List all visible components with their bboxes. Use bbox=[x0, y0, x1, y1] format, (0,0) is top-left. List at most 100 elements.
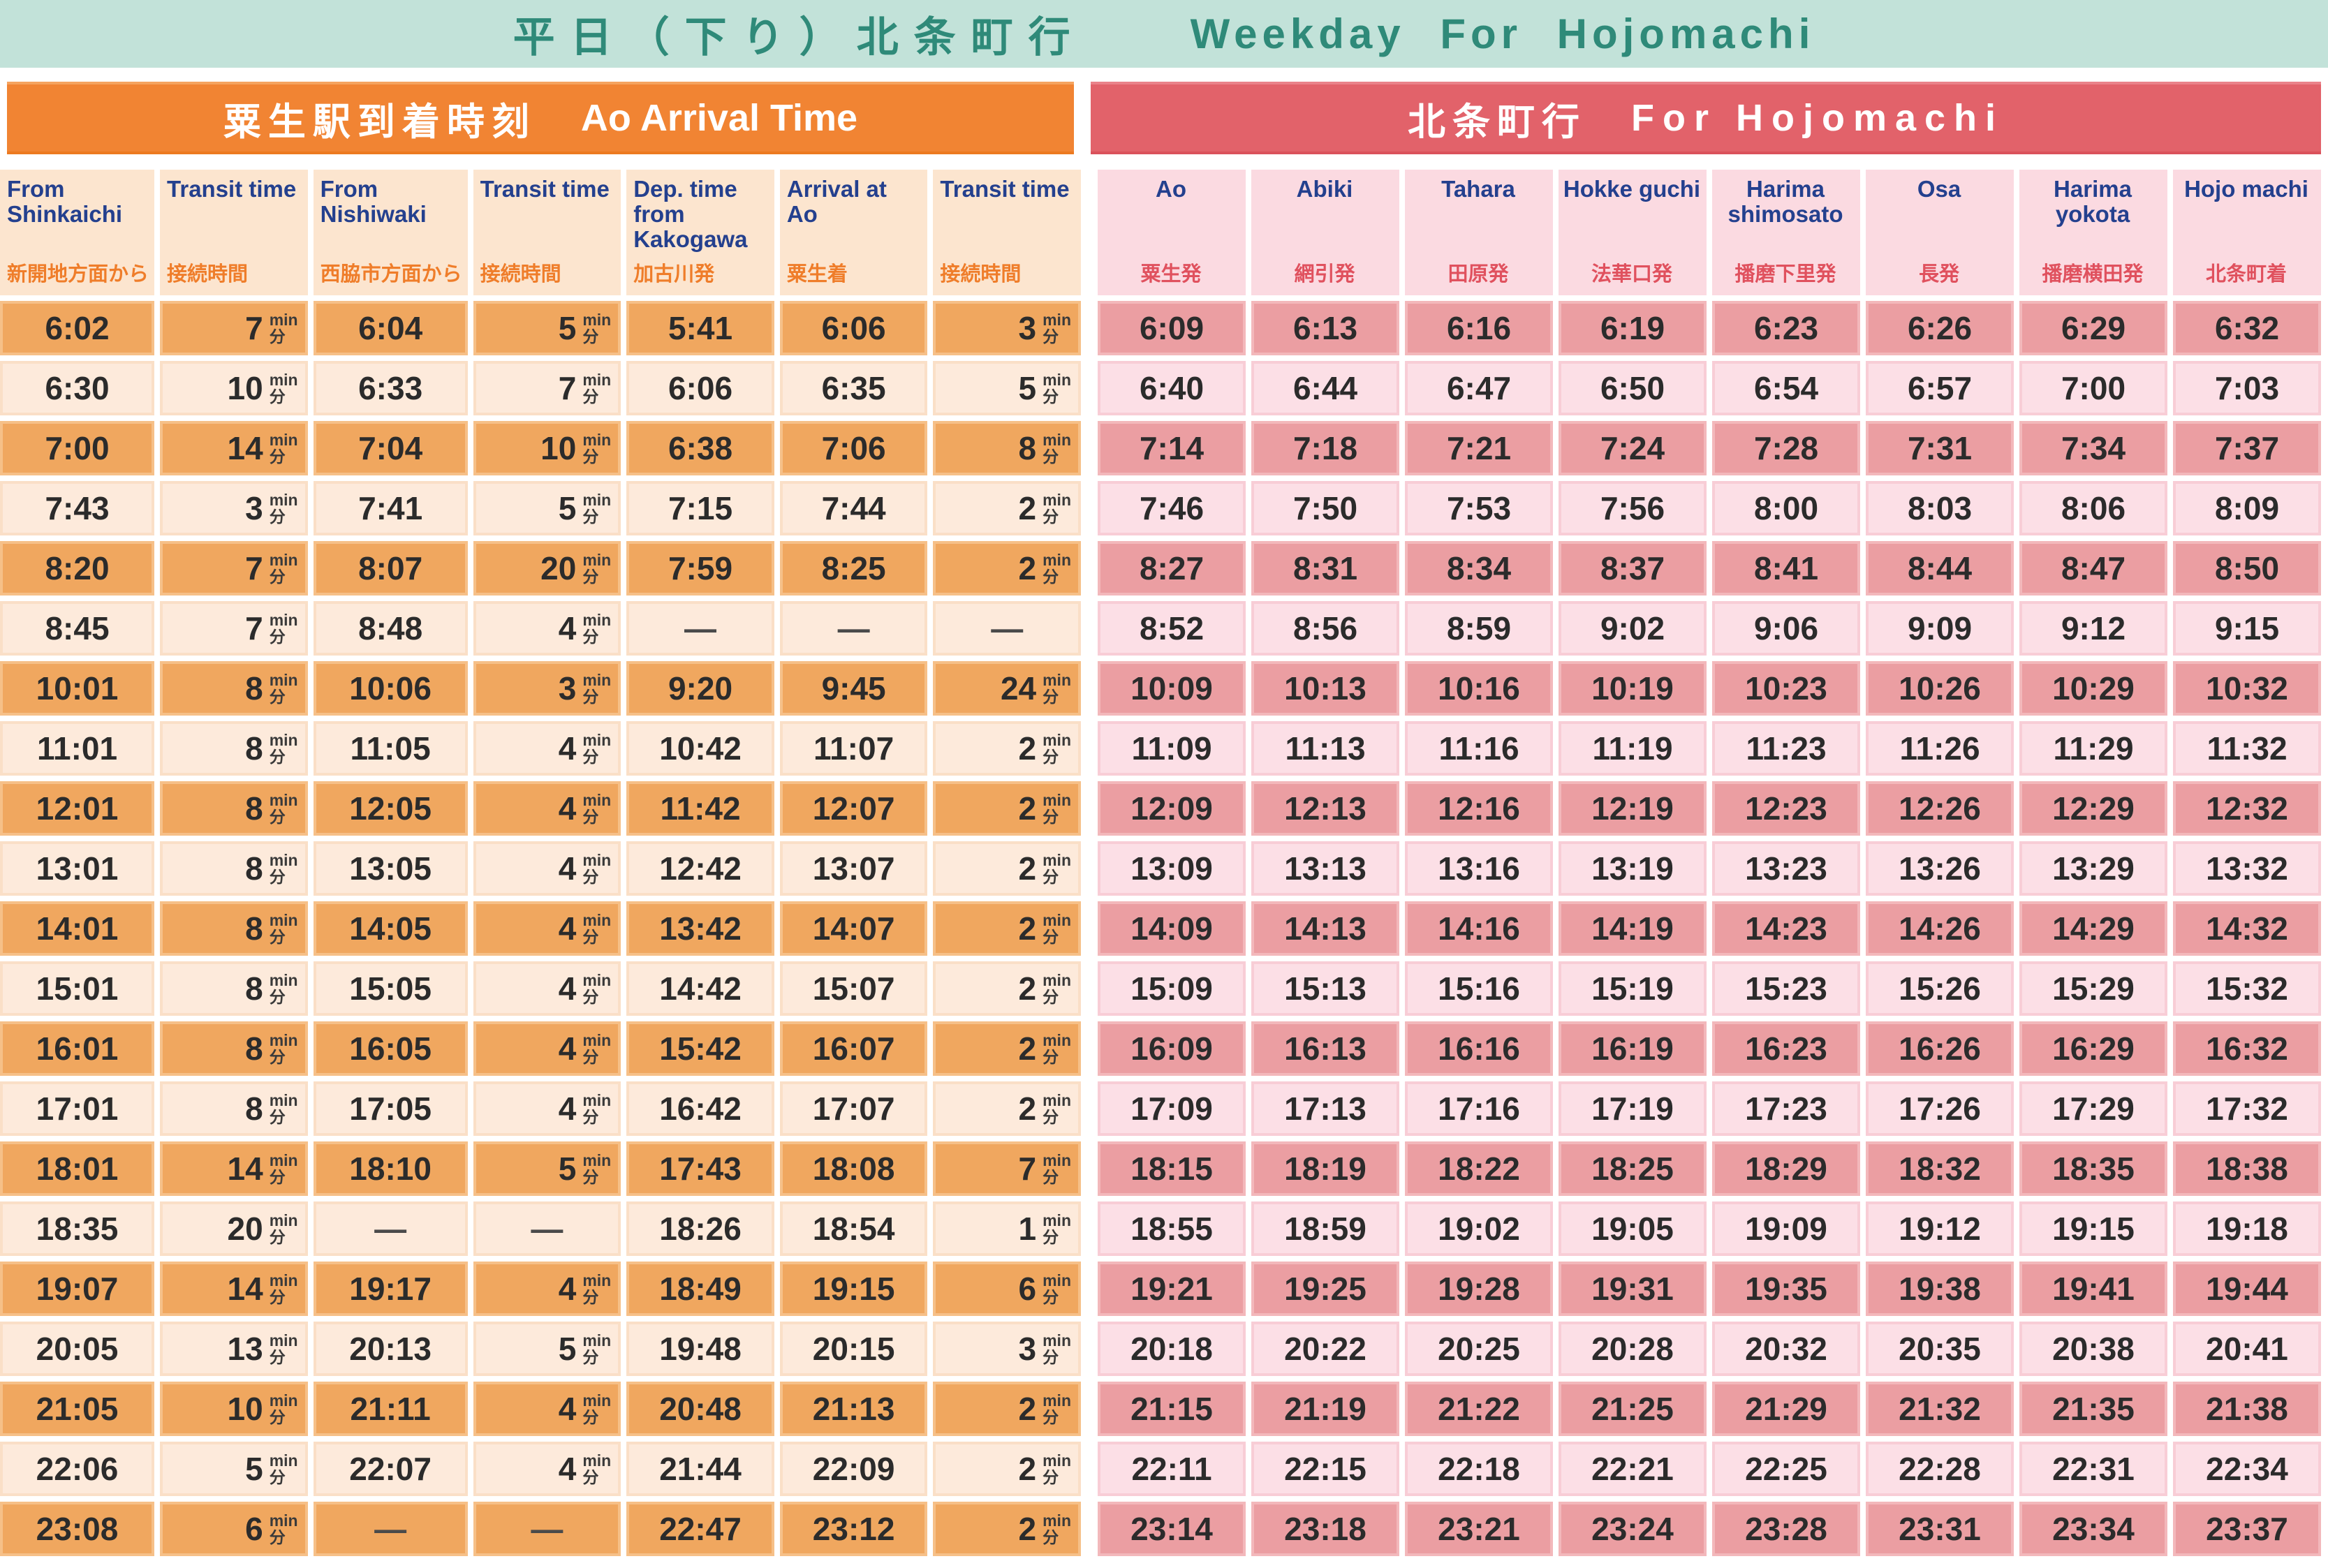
column-header-english: From Nishiwaki bbox=[320, 176, 427, 227]
time-cell: 8:56 bbox=[1251, 601, 1399, 656]
time-cell: 6:33 bbox=[313, 361, 468, 415]
transit-minutes-value: 5 bbox=[1018, 370, 1037, 406]
time-cell: 19:09 bbox=[1712, 1201, 1860, 1256]
time-cell: 12:26 bbox=[1866, 781, 2014, 836]
minutes-unit-label: min 分 bbox=[1043, 851, 1071, 886]
time-cell: 7:53 bbox=[1405, 481, 1553, 535]
minutes-unit-label: min 分 bbox=[269, 1211, 298, 1246]
time-cell: 18:22 bbox=[1405, 1141, 1553, 1196]
time-cell: 21:32 bbox=[1866, 1382, 2014, 1436]
time-cell: 17:29 bbox=[2019, 1081, 2167, 1136]
time-cell: 6:29 bbox=[2019, 301, 2167, 355]
minutes-unit-label: min 分 bbox=[1043, 671, 1071, 706]
time-cell: 10:32 bbox=[2173, 661, 2321, 716]
minutes-unit-label: min 分 bbox=[269, 1391, 298, 1426]
time-cell: 17:32 bbox=[2173, 1081, 2321, 1136]
transit-time-cell: 4 min 分 bbox=[473, 601, 621, 656]
transit-time-cell: 7 min 分 bbox=[160, 301, 308, 355]
time-cell: 23:31 bbox=[1866, 1502, 2014, 1556]
transit-time-cell: 5 min 分 bbox=[473, 301, 621, 355]
time-cell: 19:21 bbox=[1098, 1262, 1246, 1316]
time-cell: 18:19 bbox=[1251, 1141, 1399, 1196]
time-cell: 11:09 bbox=[1098, 721, 1246, 776]
time-cell: 22:18 bbox=[1405, 1442, 1553, 1496]
transit-minutes-value: 1 bbox=[1018, 1211, 1037, 1247]
time-cell: 7:46 bbox=[1098, 481, 1246, 535]
time-cell: 7:15 bbox=[626, 481, 774, 535]
time-cell: 19:02 bbox=[1405, 1201, 1553, 1256]
time-cell: 23:37 bbox=[2173, 1502, 2321, 1556]
minutes-unit-label: min 分 bbox=[582, 1451, 612, 1486]
time-cell: 7:34 bbox=[2019, 421, 2167, 475]
transit-minutes-value: 7 bbox=[1018, 1151, 1037, 1187]
transit-minutes-value: 13 bbox=[227, 1331, 263, 1367]
time-cell: 8:41 bbox=[1712, 541, 1860, 596]
minutes-unit-label: min 分 bbox=[1043, 1031, 1071, 1066]
minutes-unit-label: min 分 bbox=[269, 1511, 298, 1546]
time-cell: 13:32 bbox=[2173, 841, 2321, 896]
transit-time-cell: 7 min 分 bbox=[160, 601, 308, 656]
time-cell: 16:16 bbox=[1405, 1021, 1553, 1076]
column-header-japanese: 接続時間 bbox=[167, 263, 249, 286]
time-cell: 19:12 bbox=[1866, 1201, 2014, 1256]
time-cell: 11:19 bbox=[1559, 721, 1707, 776]
minutes-unit-label: min 分 bbox=[582, 1271, 612, 1306]
transit-time-cell: 1 min 分 bbox=[933, 1201, 1081, 1256]
transit-time-cell: 2 min 分 bbox=[933, 1442, 1081, 1496]
time-cell: 19:31 bbox=[1559, 1262, 1707, 1316]
transit-time-cell: 4 min 分 bbox=[473, 901, 621, 956]
time-cell: 19:48 bbox=[626, 1322, 774, 1376]
transit-minutes-value: 5 bbox=[558, 1151, 577, 1187]
column-header-english: Transit time bbox=[940, 176, 1070, 202]
time-cell: 13:07 bbox=[779, 841, 928, 896]
minutes-unit-label: min 分 bbox=[1043, 1091, 1071, 1126]
transit-time-cell: 2 min 分 bbox=[933, 1502, 1081, 1556]
column-header-japanese: 新開地方面から bbox=[7, 263, 149, 286]
time-cell: 22:31 bbox=[2019, 1442, 2167, 1496]
time-cell: 15:26 bbox=[1866, 961, 2014, 1016]
time-cell: 10:29 bbox=[2019, 661, 2167, 716]
time-cell: 11:29 bbox=[2019, 721, 2167, 776]
minutes-unit-label: min 分 bbox=[582, 611, 612, 646]
time-cell: 10:09 bbox=[1098, 661, 1246, 716]
time-cell: 8:06 bbox=[2019, 481, 2167, 535]
time-cell: 8:31 bbox=[1251, 541, 1399, 596]
time-cell: 12:29 bbox=[2019, 781, 2167, 836]
transit-time-cell: 3 min 分 bbox=[933, 301, 1081, 355]
transit-minutes-value: 3 bbox=[558, 670, 577, 707]
hojomachi-departure-table: Ao 粟生発 Abiki 網引発 Tahara 田原発 Hokke guchi 法華口発 Har… bbox=[1098, 170, 2321, 1556]
time-cell: 16:05 bbox=[313, 1021, 468, 1076]
transit-time-cell: 8 min 分 bbox=[160, 781, 308, 836]
time-cell: 8:07 bbox=[313, 541, 468, 596]
column-header-japanese: 加古川発 bbox=[633, 263, 715, 286]
transit-time-cell: 3 min 分 bbox=[473, 661, 621, 716]
time-cell: 6:44 bbox=[1251, 361, 1399, 415]
time-cell: 14:42 bbox=[626, 961, 774, 1016]
column-header-ao: Ao 粟生発 bbox=[1098, 170, 1246, 295]
time-cell: 20:18 bbox=[1098, 1322, 1246, 1376]
minutes-unit-label: min 分 bbox=[269, 911, 298, 946]
time-cell: 21:15 bbox=[1098, 1382, 1246, 1436]
time-cell: 10:23 bbox=[1712, 661, 1860, 716]
transit-minutes-value: 5 bbox=[558, 310, 577, 346]
minutes-unit-label: min 分 bbox=[269, 611, 298, 646]
transit-minutes-value: 4 bbox=[558, 1090, 577, 1127]
column-header-english: Harima yokota bbox=[2054, 176, 2132, 227]
minutes-unit-label: min 分 bbox=[269, 1151, 298, 1186]
time-cell: 17:19 bbox=[1559, 1081, 1707, 1136]
time-cell: 13:19 bbox=[1559, 841, 1707, 896]
transit-minutes-value: 3 bbox=[1018, 1331, 1037, 1367]
time-cell: 14:29 bbox=[2019, 901, 2167, 956]
time-cell: 6:32 bbox=[2173, 301, 2321, 355]
column-header-transit-time: Transit time 接続時間 bbox=[933, 170, 1081, 295]
transit-minutes-value: 2 bbox=[1018, 1030, 1037, 1067]
transit-time-cell: 2 min 分 bbox=[933, 481, 1081, 535]
minutes-unit-label: min 分 bbox=[1043, 431, 1071, 466]
time-cell: 5:41 bbox=[626, 301, 774, 355]
minutes-unit-label: min 分 bbox=[582, 491, 612, 526]
time-cell: 10:26 bbox=[1866, 661, 2014, 716]
transit-minutes-value: 20 bbox=[227, 1211, 263, 1247]
time-cell: 20:48 bbox=[626, 1382, 774, 1436]
transit-minutes-value: 2 bbox=[1018, 1090, 1037, 1127]
time-cell: 11:16 bbox=[1405, 721, 1553, 776]
